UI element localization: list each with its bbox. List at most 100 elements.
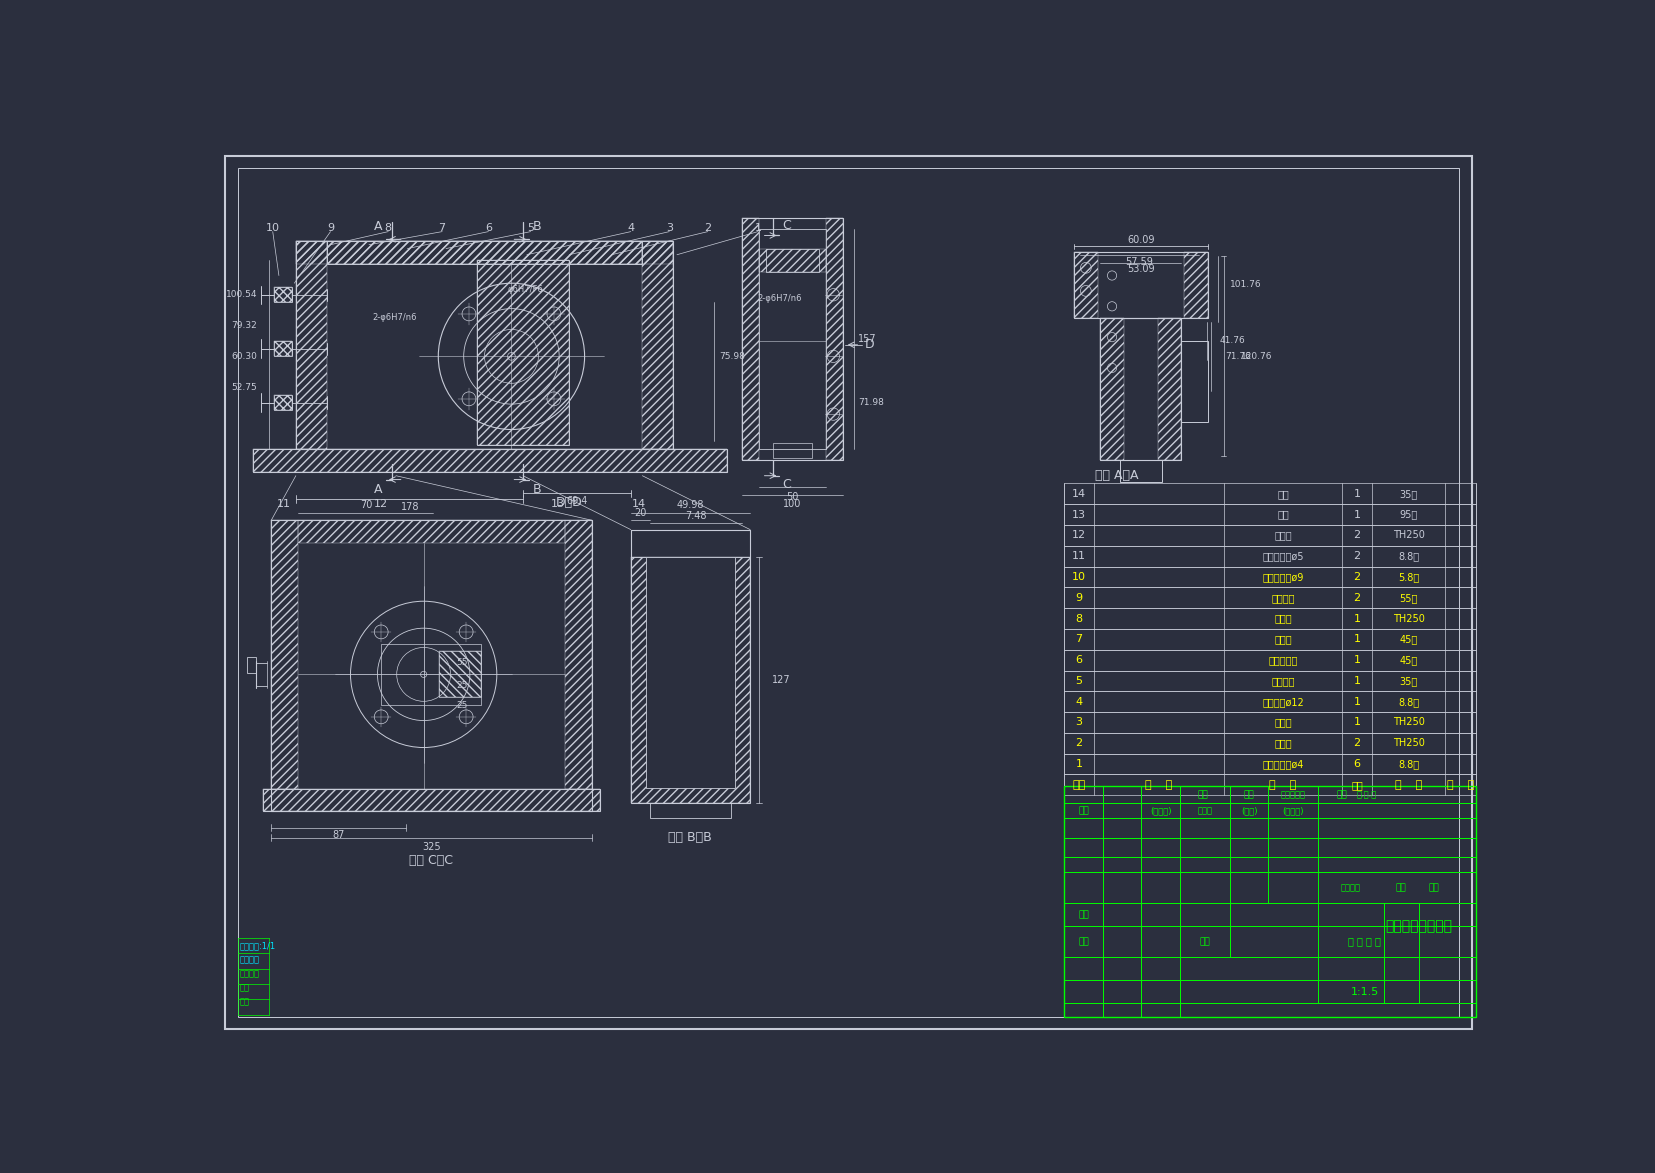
Bar — [296, 240, 326, 449]
Bar — [1157, 318, 1180, 460]
Text: 标记: 标记 — [1197, 789, 1208, 799]
Text: 标图图号: 标图图号 — [240, 956, 260, 964]
Text: 2: 2 — [1352, 572, 1360, 582]
Bar — [439, 651, 482, 698]
Text: 2: 2 — [1352, 530, 1360, 541]
Bar — [1064, 754, 1475, 774]
Text: 5: 5 — [1074, 676, 1082, 686]
Text: 备    注: 备 注 — [1446, 780, 1473, 789]
Text: B: B — [533, 221, 541, 233]
Text: 图    号: 图 号 — [1145, 780, 1172, 789]
Text: 1: 1 — [1352, 697, 1359, 706]
Bar — [1064, 526, 1475, 545]
Text: TH250: TH250 — [1392, 530, 1423, 541]
Bar — [381, 644, 482, 705]
Text: 325: 325 — [422, 842, 440, 852]
Text: 1: 1 — [1352, 718, 1359, 727]
Text: 定位锥: 定位锥 — [1273, 530, 1291, 541]
Text: 数量: 数量 — [1350, 780, 1362, 789]
Text: 描图纸: 描图纸 — [1197, 806, 1211, 815]
Text: 6: 6 — [485, 223, 492, 232]
Bar — [760, 229, 826, 449]
Text: 11: 11 — [1071, 551, 1086, 561]
Text: C: C — [783, 479, 791, 491]
Text: TH250: TH250 — [1392, 613, 1423, 624]
Text: 1: 1 — [755, 223, 761, 232]
Text: 1: 1 — [1352, 656, 1359, 665]
Text: 翻型夹: 翻型夹 — [1273, 613, 1291, 624]
Text: 13: 13 — [551, 500, 564, 509]
Bar — [1064, 774, 1475, 795]
Text: 10: 10 — [265, 223, 280, 232]
Text: 7: 7 — [439, 223, 445, 232]
Text: 1: 1 — [1352, 635, 1359, 644]
Text: 45钢: 45钢 — [1398, 635, 1417, 644]
Text: 3: 3 — [665, 223, 672, 232]
Bar — [253, 449, 727, 472]
Text: 归期: 归期 — [1428, 883, 1438, 893]
Text: 10: 10 — [1071, 572, 1086, 582]
Text: 夹具体: 夹具体 — [1273, 718, 1291, 727]
Bar — [1064, 650, 1475, 671]
Text: 处数: 处数 — [1243, 789, 1254, 799]
Text: 签名: 签名 — [1336, 789, 1346, 799]
Bar — [1064, 629, 1475, 650]
Text: 52.75: 52.75 — [232, 382, 257, 392]
Bar — [741, 218, 760, 460]
Bar — [271, 521, 592, 811]
Bar — [298, 521, 564, 543]
Text: 工艺: 工艺 — [240, 997, 250, 1006]
Bar — [275, 287, 291, 303]
Bar — [271, 521, 298, 789]
Text: 1: 1 — [1352, 613, 1359, 624]
Text: 53.09: 53.09 — [1127, 264, 1155, 274]
Text: TH250: TH250 — [1392, 718, 1423, 727]
Text: 35钢: 35钢 — [1398, 676, 1417, 686]
Bar — [741, 218, 842, 460]
Text: 178: 178 — [401, 502, 419, 511]
Text: 57.59: 57.59 — [1124, 257, 1152, 266]
Text: 12: 12 — [1071, 530, 1086, 541]
Text: 95钢: 95钢 — [1398, 509, 1417, 520]
Text: 制图比例:1/1: 制图比例:1/1 — [240, 942, 276, 950]
Text: 2: 2 — [1352, 551, 1360, 561]
Bar — [326, 240, 642, 264]
Text: 20: 20 — [634, 508, 645, 517]
Bar — [1180, 341, 1208, 422]
Text: (年月月): (年月月) — [1149, 806, 1170, 815]
Text: 14: 14 — [1071, 489, 1086, 499]
Text: 1:1.5: 1:1.5 — [1350, 986, 1379, 997]
Bar — [1101, 318, 1180, 460]
Text: φ6H7/F6: φ6H7/F6 — [508, 285, 543, 294]
Text: 2-φ6H7/n6: 2-φ6H7/n6 — [758, 294, 803, 303]
Bar — [1064, 545, 1475, 567]
Bar — [631, 530, 750, 556]
Bar — [1064, 608, 1475, 629]
Text: 4: 4 — [1074, 697, 1082, 706]
Bar — [1064, 504, 1475, 526]
Text: 79.32: 79.32 — [232, 321, 257, 330]
Text: 127: 127 — [771, 674, 789, 685]
Text: D－D: D－D — [556, 496, 583, 509]
Text: 9: 9 — [326, 223, 334, 232]
Bar — [275, 287, 291, 303]
Text: 5.8级: 5.8级 — [1397, 572, 1418, 582]
Text: 7: 7 — [1074, 635, 1082, 644]
Text: 2: 2 — [1352, 738, 1360, 748]
Bar — [275, 341, 291, 357]
Text: 25: 25 — [457, 682, 468, 691]
Bar — [275, 341, 291, 357]
Text: 内六角螺柱ø5: 内六角螺柱ø5 — [1261, 551, 1302, 561]
Text: 11: 11 — [276, 500, 291, 509]
Bar — [296, 240, 672, 264]
Text: 157: 157 — [857, 333, 875, 344]
Text: 13: 13 — [1071, 509, 1086, 520]
Text: 7.48: 7.48 — [685, 510, 707, 521]
Text: 剖面 B－B: 剖面 B－B — [669, 832, 712, 845]
Text: 材    料: 材 料 — [1395, 780, 1422, 789]
Text: 序号: 序号 — [1072, 780, 1086, 789]
Text: 8: 8 — [1074, 613, 1082, 624]
Text: 年.月.日: 年.月.日 — [1355, 789, 1377, 799]
Text: 图标编号: 图标编号 — [240, 969, 260, 978]
Text: 100: 100 — [783, 500, 801, 509]
